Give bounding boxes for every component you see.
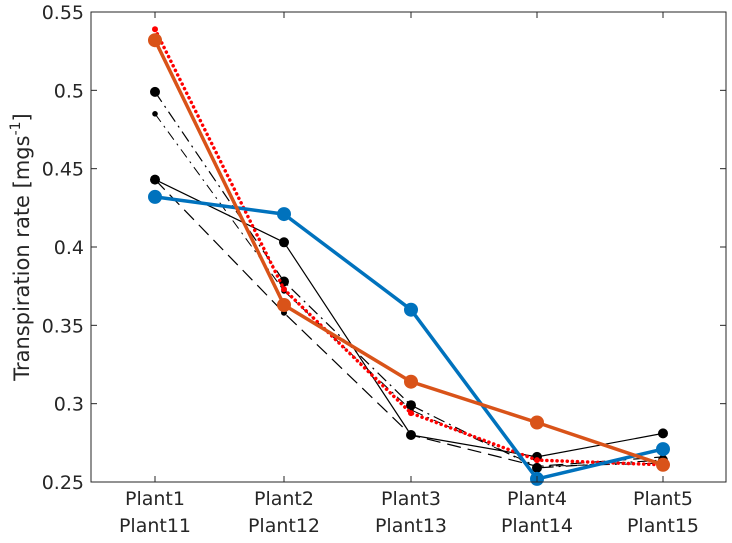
y-axis-label-main: Transpiration rate [mgs (10, 135, 34, 381)
series-layer (148, 26, 670, 486)
series-6-point-3 (404, 302, 418, 317)
x-tick-label: Plant11 (119, 515, 191, 537)
axes-layer: 0.25 0.3 0.35 0.4 0.45 0.5 0.55 Plant1 Plant11 Pl… (42, 2, 727, 537)
series-6-point-5 (656, 442, 670, 457)
series-7-point-1 (148, 33, 162, 48)
x-tick-label: Plant1 (125, 488, 185, 510)
series-7-point-2 (277, 298, 291, 312)
series-6-point-1 (148, 189, 162, 204)
x-tick-label: Plant12 (248, 515, 320, 537)
y-axis-label-superscript: -1 (8, 121, 24, 135)
series-5-point-3 (408, 410, 414, 417)
series-2-point-1 (152, 176, 158, 183)
y-tick-label: 0.25 (42, 472, 84, 494)
x-tick-label: Plant13 (375, 515, 447, 537)
series-3-point-1 (150, 86, 160, 97)
series-7-point-4 (530, 415, 544, 430)
series-7-point-3 (404, 374, 418, 389)
x-tick-label: Plant2 (254, 488, 314, 510)
series-6-point-2 (277, 207, 291, 222)
series-4-point-1 (152, 111, 158, 117)
y-axis-label-suffix: ] (10, 113, 34, 121)
x-tick-label: Plant5 (633, 488, 693, 510)
series-5-point-1 (152, 26, 158, 33)
series-1-point-5 (658, 428, 668, 439)
series-5-point-2 (281, 286, 287, 293)
y-tick-label: 0.45 (42, 159, 84, 181)
series-1-point-2 (279, 237, 289, 248)
x-tick-label: Plant4 (507, 488, 567, 510)
x-tick-label: Plant3 (381, 488, 441, 510)
y-tick-label: 0.5 (54, 80, 84, 102)
y-tick-label: 0.35 (42, 315, 84, 337)
series-5-point-4 (534, 457, 540, 464)
y-tick-label: 0.3 (54, 394, 84, 416)
series-line-4 (154, 113, 664, 467)
x-tick-label: Plant15 (627, 515, 699, 537)
y-tick-label: 0.55 (42, 2, 84, 24)
y-axis-label: Transpiration rate [mgs-1] (8, 113, 34, 382)
series-7-point-5 (656, 457, 670, 472)
y-tick-label: 0.4 (54, 237, 84, 259)
series-2-point-3 (408, 432, 414, 438)
x-tick-label: Plant14 (501, 515, 573, 537)
series-4-point-4 (534, 463, 540, 470)
